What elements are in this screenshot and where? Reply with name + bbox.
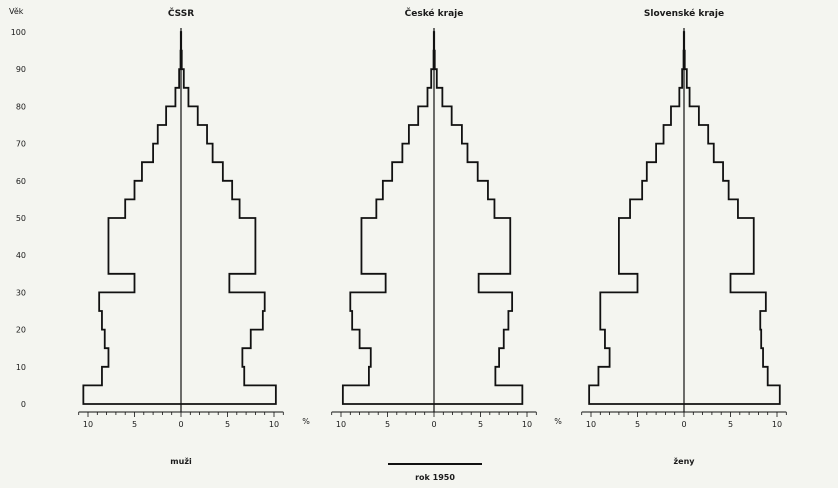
x-tick-label: 10 — [586, 420, 596, 429]
x-tick-label: 5 — [478, 420, 483, 429]
x-tick-label: 5 — [635, 420, 640, 429]
x-tick-label: 10 — [522, 420, 532, 429]
female-series-outline — [180, 31, 277, 405]
male-series-outline — [588, 31, 685, 405]
y-tick-label: 100 — [11, 28, 26, 37]
x-tick-label: 0 — [431, 420, 436, 429]
x-tick-label: 0 — [178, 420, 183, 429]
x-tick-label: 5 — [728, 420, 733, 429]
x-tick-label: 10 — [336, 420, 346, 429]
x-tick-label: 10 — [269, 420, 279, 429]
x-tick-label: 0 — [681, 420, 686, 429]
y-tick-label: 20 — [16, 326, 26, 335]
y-tick-label: 0 — [21, 400, 26, 409]
y-tick-label: 50 — [16, 214, 26, 223]
y-tick-label: 40 — [16, 251, 26, 260]
x-tick-label: 5 — [132, 420, 137, 429]
x-tick-label: 10 — [772, 420, 782, 429]
panel-title: Slovenské kraje — [644, 8, 724, 19]
female-label: ženy — [674, 457, 696, 466]
y-tick-label: 90 — [16, 65, 26, 74]
x-tick-label: 5 — [225, 420, 230, 429]
y-tick-label: 30 — [16, 288, 26, 297]
x-tick-label: 10 — [83, 420, 93, 429]
x-unit-label: % — [302, 417, 310, 426]
male-label: muži — [170, 457, 192, 466]
panel-title: České kraje — [405, 7, 464, 19]
legend-label: rok 1950 — [415, 473, 455, 482]
y-tick-label: 10 — [16, 363, 26, 372]
male-series-outline — [341, 31, 435, 405]
x-tick-label: 5 — [385, 420, 390, 429]
panel-title: ČSSR — [168, 7, 194, 19]
y-tick-label: 80 — [16, 102, 26, 111]
y-axis-label: Věk — [9, 7, 24, 16]
male-series-outline — [82, 31, 182, 405]
female-series-outline — [433, 31, 524, 405]
y-tick-label: 60 — [16, 177, 26, 186]
x-unit-label: % — [554, 417, 562, 426]
female-series-outline — [683, 31, 781, 405]
y-tick-label: 70 — [16, 140, 26, 149]
